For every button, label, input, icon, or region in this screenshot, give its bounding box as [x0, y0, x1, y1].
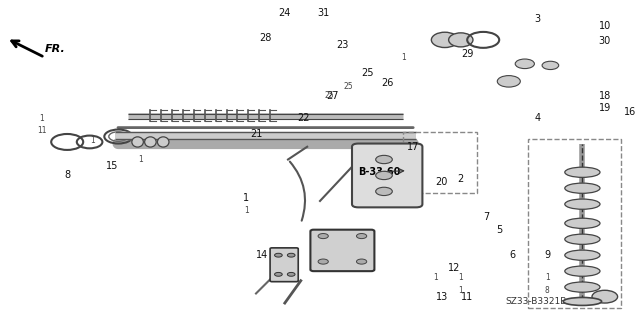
Text: 31: 31	[317, 8, 330, 18]
FancyBboxPatch shape	[352, 144, 422, 207]
Text: 23: 23	[336, 40, 349, 50]
Text: 1: 1	[458, 273, 463, 282]
Circle shape	[515, 59, 534, 69]
Circle shape	[318, 234, 328, 239]
Ellipse shape	[564, 199, 600, 209]
Ellipse shape	[563, 297, 602, 306]
Text: 26: 26	[381, 78, 394, 88]
Text: 19: 19	[598, 103, 611, 114]
Text: 24: 24	[278, 8, 291, 18]
Circle shape	[497, 76, 520, 87]
Text: 4: 4	[534, 113, 541, 123]
Ellipse shape	[564, 250, 600, 260]
Text: FR.: FR.	[45, 44, 65, 54]
Text: 25: 25	[344, 82, 354, 91]
Text: 1: 1	[138, 155, 143, 164]
Text: 25: 25	[324, 91, 335, 100]
Ellipse shape	[157, 137, 169, 147]
Circle shape	[356, 259, 367, 264]
Text: 3: 3	[534, 14, 541, 24]
Circle shape	[376, 155, 392, 164]
Ellipse shape	[449, 33, 473, 47]
Circle shape	[542, 61, 559, 70]
Ellipse shape	[132, 137, 143, 147]
Circle shape	[318, 259, 328, 264]
Text: 10: 10	[598, 20, 611, 31]
Text: 5: 5	[496, 225, 502, 235]
Text: 13: 13	[435, 292, 448, 302]
Text: 8: 8	[545, 286, 550, 295]
Text: SZ33-B3321B: SZ33-B3321B	[506, 297, 567, 306]
Circle shape	[287, 272, 295, 276]
Text: 14: 14	[256, 250, 269, 260]
Text: 1: 1	[458, 286, 463, 295]
Text: 18: 18	[598, 91, 611, 101]
Text: 9: 9	[544, 250, 550, 260]
Text: 6: 6	[509, 250, 515, 260]
Text: 11: 11	[461, 292, 474, 302]
Circle shape	[275, 253, 282, 257]
Ellipse shape	[564, 183, 600, 193]
Circle shape	[287, 253, 295, 257]
Ellipse shape	[564, 218, 600, 228]
Text: 15: 15	[106, 161, 118, 171]
Circle shape	[275, 272, 282, 276]
Text: 7: 7	[483, 212, 490, 222]
Text: 11: 11	[37, 126, 46, 135]
Text: B-33-60: B-33-60	[358, 167, 401, 177]
Ellipse shape	[145, 137, 156, 147]
Text: 12: 12	[448, 263, 461, 273]
Ellipse shape	[564, 234, 600, 244]
FancyBboxPatch shape	[270, 248, 298, 282]
Text: 29: 29	[461, 49, 474, 59]
Text: 1: 1	[401, 53, 406, 62]
Text: 28: 28	[259, 33, 272, 43]
Text: 2: 2	[458, 174, 464, 184]
Text: 1: 1	[433, 273, 438, 282]
FancyBboxPatch shape	[310, 230, 374, 271]
Text: 1: 1	[39, 114, 44, 122]
Ellipse shape	[564, 266, 600, 276]
Text: 27: 27	[326, 91, 339, 101]
Ellipse shape	[431, 32, 458, 48]
Circle shape	[376, 187, 392, 196]
Ellipse shape	[564, 167, 600, 177]
Ellipse shape	[564, 282, 600, 292]
Text: 20: 20	[435, 177, 448, 187]
Text: 1: 1	[545, 273, 550, 282]
Circle shape	[356, 234, 367, 239]
Text: 30: 30	[598, 36, 611, 47]
Text: 22: 22	[298, 113, 310, 123]
Circle shape	[376, 171, 392, 180]
Text: 1: 1	[90, 136, 95, 145]
Circle shape	[592, 290, 618, 303]
Text: 17: 17	[406, 142, 419, 152]
Text: 21: 21	[250, 129, 262, 139]
Text: 16: 16	[624, 107, 637, 117]
Text: 8: 8	[64, 170, 70, 181]
Text: 1: 1	[243, 193, 250, 203]
Text: 25: 25	[362, 68, 374, 78]
Text: 1: 1	[244, 206, 249, 215]
